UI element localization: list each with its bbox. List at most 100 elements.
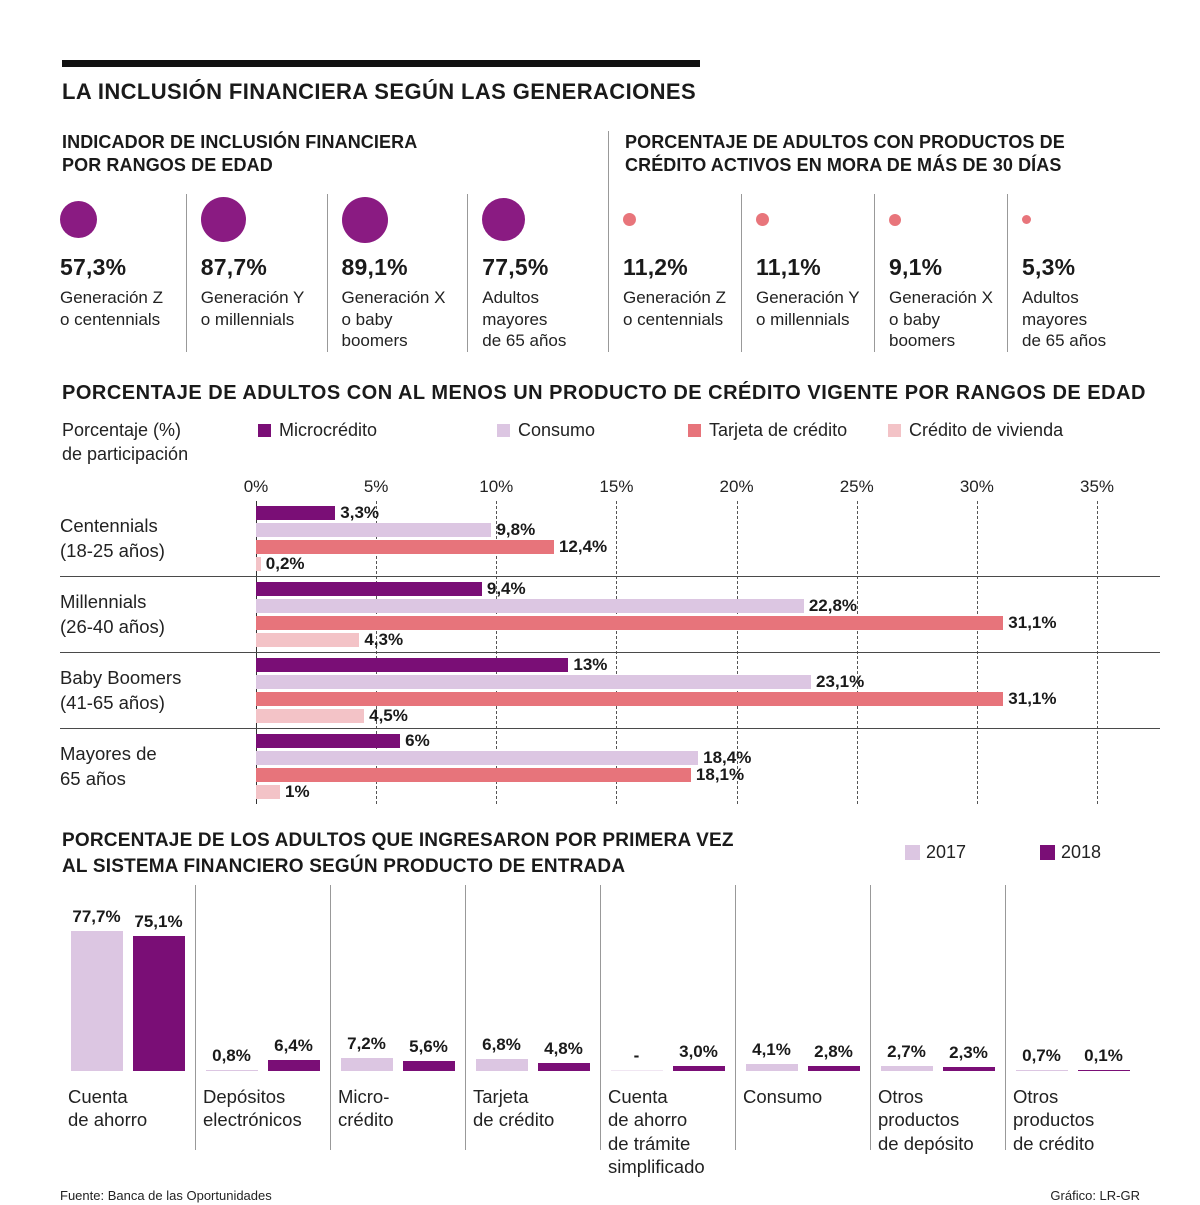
bar-row: 31,1% (256, 613, 1097, 632)
bar-pair: 7,2% 5,6% (330, 885, 465, 1072)
first-product-plot: 77,7% 75,1% Cuenta de ahorro 0,8% 6,4% Depósit… (60, 885, 1140, 1178)
category-label: Tarjeta de crédito (473, 1086, 555, 1131)
bar-row: 12,4% (256, 537, 1097, 556)
bar-credito-vivienda (256, 785, 281, 800)
bar-2017 (340, 1058, 393, 1072)
axis-tick: 30% (959, 477, 994, 497)
value-label: 0,8% (212, 1045, 251, 1065)
footer: Fuente: Banca de las Oportunidades Gráfi… (60, 1188, 1140, 1203)
value-label: 0,1% (1084, 1046, 1123, 1066)
stat-value: 57,3% (60, 253, 127, 280)
first-product-chart-title: PORCENTAJE DE LOS ADULTOS QUE INGRESARON… (62, 828, 1140, 879)
legend-item: 2018 (1040, 842, 1101, 863)
bar-row: 4,5% (256, 706, 1097, 726)
bar-row: 23,1% (256, 672, 1097, 691)
bar-with-label: 0,7% (1015, 1046, 1068, 1072)
bottom-chart-category: 7,2% 5,6% Micro-crédito (330, 885, 465, 1178)
first-product-chart: PORCENTAJE DE LOS ADULTOS QUE INGRESARON… (60, 828, 1140, 1178)
value-label: 4,5% (369, 706, 408, 726)
legend-swatch (258, 424, 271, 438)
bar-pair: 0,8% 6,4% (195, 885, 330, 1072)
credit-chart-title: PORCENTAJE DE ADULTOS CON AL MENOS UN PR… (62, 382, 1146, 405)
bar-2017 (610, 1070, 663, 1072)
stat-value: 5,3% (1022, 253, 1076, 280)
row-bars: 3,3% 9,8% 12,4% 0,2% (256, 503, 1097, 574)
generation-circle-icon (60, 201, 97, 239)
bar-row: 1% (256, 782, 1097, 801)
bar-2017 (205, 1069, 258, 1072)
bar-with-label: - (610, 1046, 663, 1072)
legend-swatch (497, 424, 510, 438)
first-product-title-line1: PORCENTAJE DE LOS ADULTOS QUE INGRESARON… (62, 830, 734, 852)
bar-with-label: 2,3% (942, 1043, 995, 1072)
chart-row-group: Baby Boomers (41-65 años) 13% 23,1% 31,1% 4,5… (60, 652, 1160, 728)
source-credit: Fuente: Banca de las Oportunidades (60, 1187, 272, 1203)
legend-swatch (1040, 845, 1055, 861)
bar-credito-vivienda (256, 633, 360, 648)
y-axis-label-line2: de participación (62, 443, 189, 464)
generation-circle-icon (341, 196, 388, 243)
category-label: Depósitos electrónicos (203, 1086, 302, 1131)
value-label: 75,1% (134, 912, 183, 932)
stat-value: 87,7% (200, 253, 267, 280)
mora-dot-icon (889, 213, 901, 226)
bar-microcredito (256, 658, 569, 673)
indicator-panel-title: INDICADOR DE INCLUSIÓN FINANCIERA POR RA… (62, 131, 608, 178)
bar-row: 9,8% (256, 520, 1097, 540)
mora-dot-icon (623, 213, 636, 227)
row-label: Baby Boomers (41-65 años) (60, 667, 182, 713)
indicator-panel: INDICADOR DE INCLUSIÓN FINANCIERA POR RA… (60, 131, 608, 353)
mora-panel-title: PORCENTAJE DE ADULTOS CON PRODUCTOS DE C… (625, 131, 1140, 178)
bar-row: 9,4% (256, 579, 1097, 598)
bar-2018 (402, 1061, 455, 1072)
bar-consumo (256, 751, 699, 766)
value-label: 9,8% (496, 520, 536, 540)
value-label: 5,6% (409, 1037, 448, 1057)
stat-value: 89,1% (341, 253, 408, 280)
legend-item: Crédito de vivienda (888, 420, 1063, 441)
credit-chart-legend-row: Porcentaje (%) de participación Microcré… (60, 419, 1140, 477)
category-label: Cuenta de ahorro de trámite simplificado (608, 1086, 705, 1177)
bar-2018 (132, 936, 185, 1072)
row-bars: 13% 23,1% 31,1% 4,5% (256, 655, 1097, 726)
bar-credito-vivienda (256, 557, 261, 572)
bar-row: 22,8% (256, 596, 1097, 615)
value-label: 3,3% (340, 503, 380, 523)
bar-tarjeta-credito (256, 540, 554, 555)
stat-value: 11,2% (623, 253, 688, 280)
stat-item: 5,3% Adultos mayores de 65 años (1007, 193, 1140, 353)
bar-pair: 4,1% 2,8% (735, 885, 870, 1072)
value-label: 77,7% (72, 907, 121, 927)
axis-tick: 35% (1079, 477, 1115, 497)
bottom-chart-category: 6,8% 4,8% Tarjeta de crédito (465, 885, 600, 1178)
bar-tarjeta-credito (256, 616, 1004, 631)
bar-credito-vivienda (256, 709, 365, 724)
page-title: LA INCLUSIÓN FINANCIERA SEGÚN LAS GENERA… (62, 79, 697, 104)
bottom-chart-category: 2,7% 2,3% Otros productos de depósito (870, 885, 1005, 1178)
axis-tick: 10% (479, 477, 514, 497)
value-label: 3,0% (679, 1041, 718, 1061)
value-label: 6,4% (274, 1035, 313, 1055)
bar-pair: 2,7% 2,3% (870, 885, 1005, 1072)
value-label: 2,3% (949, 1043, 988, 1063)
legend-item: Consumo (497, 420, 595, 441)
stat-value: 77,5% (482, 253, 549, 280)
value-label: 0,2% (265, 554, 305, 574)
value-label: 0,7% (1022, 1046, 1061, 1066)
mora-dot-icon (1022, 215, 1031, 225)
bottom-chart-category: - 3,0% Cuenta de ahorro de trámite simplifica… (600, 885, 735, 1178)
legend-label: 2017 (926, 842, 967, 863)
indicator-title-line2: POR RANGOS DE EDAD (62, 155, 273, 176)
stat-label: Adultos mayores de 65 años (1022, 287, 1107, 351)
bar-row: 31,1% (256, 689, 1097, 708)
title-rule (62, 60, 700, 67)
row-bars: 9,4% 22,8% 31,1% 4,3% (256, 579, 1097, 649)
first-product-title-line2: AL SISTEMA FINANCIERO SEGÚN PRODUCTO DE … (62, 855, 626, 877)
stat-value: 9,1% (889, 253, 943, 280)
value-label: - (633, 1046, 640, 1066)
bar-row: 6% (256, 731, 1097, 750)
